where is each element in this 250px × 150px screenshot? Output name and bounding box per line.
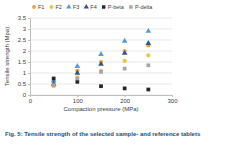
point [99, 84, 103, 88]
tick: 200 [120, 95, 131, 104]
point [146, 53, 150, 57]
series [52, 63, 150, 87]
tick-label: 1.5 [18, 59, 27, 65]
point [74, 63, 80, 68]
tick: 1 [23, 70, 30, 76]
legend-label: F2 [55, 4, 61, 10]
tick-label: 2 [23, 48, 27, 54]
legend-marker [129, 5, 132, 8]
point [52, 77, 56, 81]
point [146, 88, 150, 92]
tick-mark [28, 73, 30, 74]
tick-mark [28, 95, 30, 96]
legend-label: F1 [38, 4, 44, 10]
point [52, 84, 56, 88]
grid [30, 18, 172, 95]
tick: 0.5 [18, 81, 30, 87]
tick: 2.5 [18, 37, 30, 43]
axis-line [28, 19, 31, 96]
tick-mark [28, 62, 30, 63]
series [51, 28, 151, 82]
point [123, 67, 127, 71]
axis-line [31, 96, 173, 98]
tick-label: 0 [29, 98, 33, 104]
tick-mark [125, 95, 126, 97]
tick-label: 0 [23, 92, 27, 98]
title: Fig. 5: Tensile strength of the selected… [5, 131, 201, 137]
point [98, 61, 104, 66]
point [122, 50, 128, 55]
x-axis: 0 100 200 300 [29, 95, 178, 104]
tick-mark [28, 51, 30, 52]
point [75, 77, 79, 81]
point [98, 51, 104, 56]
tick-mark [28, 29, 30, 30]
point [75, 75, 79, 79]
point [99, 69, 103, 73]
tick-mark [28, 84, 30, 85]
point [99, 70, 103, 74]
legend-marker [49, 5, 53, 9]
series [52, 43, 151, 85]
tick-label: 0.5 [18, 81, 27, 87]
point [75, 80, 79, 84]
tick-label: 1 [23, 70, 27, 76]
tick-mark [77, 95, 78, 97]
point [123, 59, 127, 63]
legend-label: F4 [90, 4, 96, 10]
tick-mark [28, 18, 30, 19]
x-axis-title: Compaction pressure (MPa) [63, 106, 138, 112]
series [52, 53, 151, 88]
series [52, 77, 150, 92]
tick: 100 [73, 95, 84, 104]
tick: 300 [167, 95, 178, 104]
legend-label: P-delta [135, 4, 153, 10]
point [122, 38, 128, 43]
legend: F1 F2 F3 F4 P-beta P-delta [32, 4, 153, 10]
tick-label: 3.5 [18, 15, 27, 21]
legend-marker [102, 5, 105, 8]
grid-line [30, 29, 172, 30]
series [51, 40, 151, 86]
legend-item: P-beta [102, 4, 125, 10]
points [51, 28, 151, 91]
tick: 0 [23, 92, 30, 98]
legend-item: F1 [32, 4, 44, 10]
tick-label: 100 [73, 98, 84, 104]
point [146, 63, 150, 67]
legend-item: P-delta [129, 4, 153, 10]
legend-marker [32, 5, 36, 9]
tick: 3.5 [18, 15, 30, 21]
legend-label: F3 [73, 4, 79, 10]
legend-marker [84, 4, 89, 9]
grid-line [30, 40, 172, 41]
point [145, 28, 151, 33]
tick-label: 3 [23, 26, 27, 32]
legend-item: F3 [66, 4, 79, 10]
point [123, 87, 127, 91]
grid-line [30, 18, 172, 19]
point [145, 40, 151, 45]
tick-label: 200 [120, 98, 131, 104]
point [74, 70, 80, 75]
y-axis: 0 0.5 1 1.5 2 2.5 3 3.5 [18, 15, 31, 98]
tick: 1.5 [18, 59, 30, 65]
tick: 0 [29, 95, 33, 104]
chart: 0 100 200 300 0 0.5 1 1.5 2 2.5 3 3.5 Compaction pre… [0, 0, 250, 150]
tick-label: 2.5 [18, 37, 27, 43]
tick: 2 [23, 48, 30, 54]
legend-item: F4 [84, 4, 97, 10]
legend-item: F2 [49, 4, 61, 10]
legend-marker [66, 4, 71, 9]
point [52, 83, 56, 87]
tick-label: 300 [167, 98, 178, 104]
y-axis-title: Tensile strength (Mpa) [4, 27, 10, 86]
tick-mark [28, 40, 30, 41]
tick: 3 [23, 26, 30, 32]
legend-label: P-beta [108, 4, 125, 10]
tick-mark [172, 95, 173, 97]
